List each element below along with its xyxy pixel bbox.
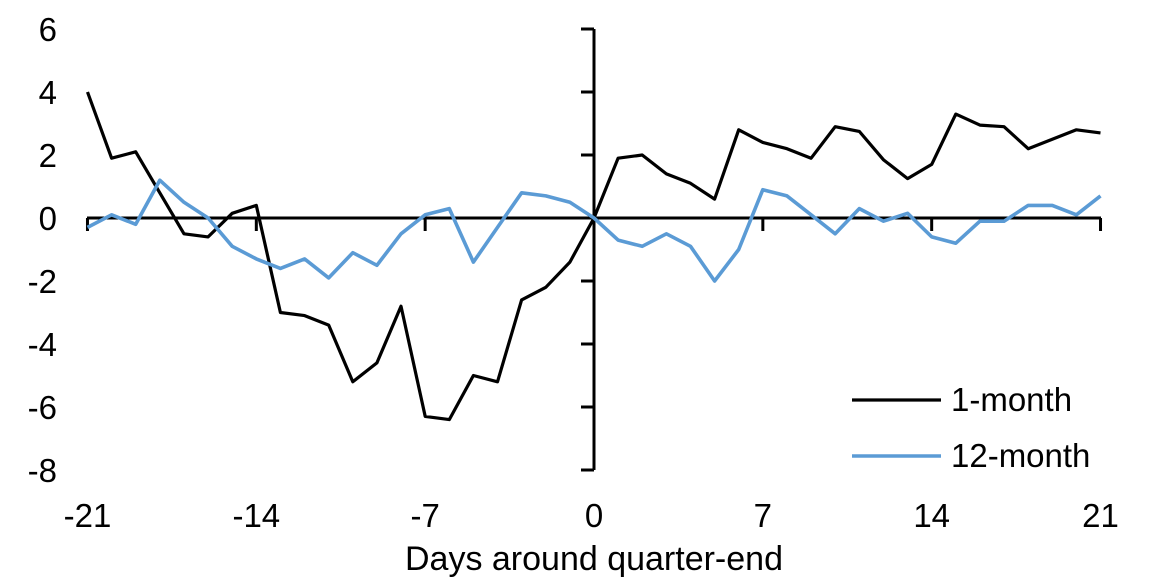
- y-tick-label--4: -4: [28, 326, 57, 363]
- legend-label-12-month: 12-month: [951, 437, 1090, 474]
- data-series-lines: [85, 91, 1102, 422]
- y-tick-label-6: 6: [39, 11, 57, 48]
- y-axis-tick-marks: [581, 27, 594, 472]
- x-tick-label-21: 21: [1082, 497, 1119, 534]
- x-tick-label-14: 14: [913, 497, 950, 534]
- legend: 1-month 12-month: [852, 381, 1090, 474]
- x-axis-tick-marks: [85, 218, 1103, 231]
- y-tick-label-2: 2: [39, 137, 57, 174]
- x-axis-tick-labels: -21 -14 -7 0 7 14 21: [64, 497, 1119, 534]
- x-axis-title: Days around quarter-end: [405, 540, 783, 578]
- x-tick-label--21: -21: [64, 497, 112, 534]
- y-axis-tick-labels: 6 4 2 0 -2 -4 -6 -8: [28, 11, 57, 489]
- y-tick-label--6: -6: [28, 389, 57, 426]
- legend-label-1-month: 1-month: [951, 381, 1072, 418]
- y-tick-label--8: -8: [28, 452, 57, 489]
- series-line-12-month: [86, 178, 1102, 283]
- y-tick-label--2: -2: [28, 263, 57, 300]
- y-tick-label-0: 0: [39, 200, 57, 237]
- x-tick-label--14: -14: [232, 497, 280, 534]
- x-tick-label-0: 0: [585, 497, 603, 534]
- x-tick-label--7: -7: [410, 497, 439, 534]
- x-tick-label-7: 7: [754, 497, 772, 534]
- y-tick-label-4: 4: [39, 74, 57, 111]
